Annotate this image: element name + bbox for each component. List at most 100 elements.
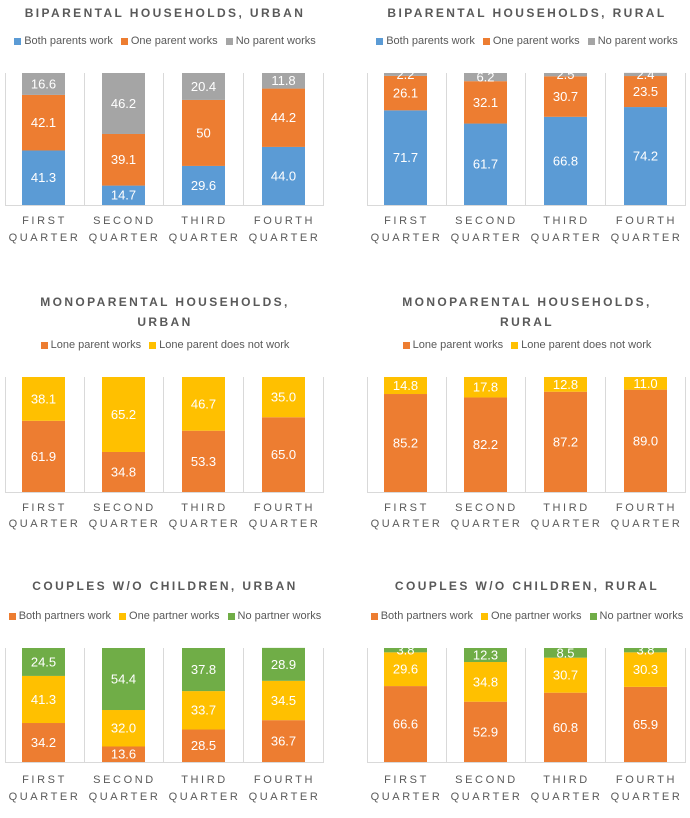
legend-entry: Lone parent works <box>402 339 503 351</box>
plot-area: 34.2 41.3 24.5 FIRST QUARTER 13.6 32.0 54.4 SECO… <box>5 647 324 803</box>
legend-entry: Lone parent works <box>40 339 142 351</box>
category-label: QUARTER <box>249 791 321 803</box>
legend: Lone parent works Lone parent does not wo… <box>352 339 690 351</box>
legend-swatch <box>370 612 378 620</box>
category-label: SECOND <box>93 502 156 514</box>
chart-title: BIPARENTAL HOUSEHOLDS, RURAL <box>362 3 690 23</box>
legend-label: No partner works <box>599 610 684 622</box>
category-label: QUARTER <box>531 232 603 244</box>
bar-segment <box>102 648 145 711</box>
category-label: SECOND <box>455 215 518 227</box>
legend-entry: No partner works <box>227 610 321 622</box>
category-label: FOURTH <box>616 774 677 786</box>
bar-segment <box>182 430 225 492</box>
data-label: 42.1 <box>31 115 56 130</box>
bar-segment <box>22 723 65 762</box>
data-label: 38.1 <box>31 391 56 406</box>
data-label: 46.2 <box>111 96 136 111</box>
category-label: QUARTER <box>169 518 241 530</box>
plot-area: 85.2 14.8 FIRST QUARTER 82.2 17.8 SECOND QUARTE… <box>367 376 686 530</box>
legend-label: Lone parent does not work <box>521 339 652 351</box>
data-label: 44.0 <box>271 168 296 183</box>
bar-segment <box>544 692 587 762</box>
bar-segment <box>384 110 427 205</box>
category-label: FIRST <box>22 215 67 227</box>
data-label: 82.2 <box>473 437 498 452</box>
category-label: SECOND <box>93 215 156 227</box>
legend: Lone parent works Lone parent does not wo… <box>0 339 340 351</box>
data-label: 13.6 <box>111 747 136 762</box>
category-label: FOURTH <box>254 502 315 514</box>
category-label: QUARTER <box>371 791 443 803</box>
legend: Both parents work One parent works No pare… <box>0 35 340 47</box>
bar-segment <box>464 73 507 82</box>
legend-swatch <box>14 37 22 45</box>
bar-segment <box>182 691 225 730</box>
bar-segment <box>544 76 587 117</box>
legend-label: No parent works <box>235 35 316 47</box>
data-label: 12.3 <box>473 647 498 662</box>
legend-label: Lone parent does not work <box>159 339 290 351</box>
bar-segment <box>22 94 65 151</box>
bar-segment <box>102 451 145 492</box>
chart-title: COUPLES W/O CHILDREN, RURAL <box>362 576 690 596</box>
legend-swatch <box>119 612 127 620</box>
data-label: 6.2 <box>476 70 494 85</box>
category-label: THIRD <box>543 215 590 227</box>
bar-segment <box>464 377 507 398</box>
legend-label: Both partners work <box>18 610 112 622</box>
data-label: 46.7 <box>191 396 216 411</box>
data-label: 65.9 <box>633 717 658 732</box>
legend-label: Both partners work <box>380 610 474 622</box>
category-label: QUARTER <box>371 518 443 530</box>
data-label: 54.4 <box>111 671 136 686</box>
legend-entry: One partner works <box>119 610 220 622</box>
data-label: 61.9 <box>31 449 56 464</box>
bar-segment <box>464 123 507 205</box>
data-label: 60.8 <box>553 720 578 735</box>
bar-segment <box>262 377 305 418</box>
data-label: 44.2 <box>271 110 296 125</box>
category-label: QUARTER <box>169 232 241 244</box>
category-label: QUARTER <box>611 518 683 530</box>
bar-segment <box>262 417 305 492</box>
legend-entry: Both parents work <box>14 35 113 47</box>
legend-entry: One partner works <box>481 610 582 622</box>
bar-segment <box>182 377 225 431</box>
data-label: 14.7 <box>111 188 136 203</box>
bar-segment <box>102 133 145 186</box>
legend-swatch <box>225 37 233 45</box>
legend: Both parents work One parent works No pare… <box>352 35 690 47</box>
bar-segment <box>624 76 667 108</box>
bar-segment <box>102 377 145 452</box>
legend-label: Lone parent works <box>50 339 142 351</box>
chart-title: MONOPARENTAL HOUSEHOLDS, URBAN <box>0 292 330 332</box>
plot-area: 71.7 26.1 2.2 FIRST QUARTER 61.7 32.1 6.2 SECOND… <box>367 67 686 244</box>
bar-segment <box>544 377 587 392</box>
bar-segment <box>262 647 305 681</box>
plot-area: 61.9 38.1 FIRST QUARTER 34.8 65.2 SECOND QUARTE… <box>5 377 324 530</box>
chart-title-line: BIPARENTAL HOUSEHOLDS, URBAN <box>24 6 306 20</box>
data-label: 2.5 <box>556 67 574 82</box>
legend-entry: No parent works <box>225 35 316 47</box>
category-label: THIRD <box>181 774 228 786</box>
data-label: 11.0 <box>633 376 657 391</box>
chart-title-line: RURAL <box>500 315 554 329</box>
category-label: FOURTH <box>254 774 315 786</box>
legend-swatch <box>120 37 128 45</box>
category-label: QUARTER <box>531 518 603 530</box>
legend-label: One parent works <box>130 35 218 47</box>
bar-segment <box>182 73 225 100</box>
category-label: SECOND <box>455 502 518 514</box>
data-label: 33.7 <box>191 703 216 718</box>
data-label: 85.2 <box>393 435 418 450</box>
bar-segment <box>262 720 305 762</box>
bar-segment <box>544 73 587 77</box>
category-label: FOURTH <box>616 502 677 514</box>
category-label: QUARTER <box>9 232 81 244</box>
chart-title-line: MONOPARENTAL HOUSEHOLDS, <box>402 295 652 309</box>
data-label: 35.0 <box>271 390 296 405</box>
bar-segment <box>262 146 305 205</box>
bar-segment <box>384 652 427 687</box>
legend-label: Both parents work <box>386 35 475 47</box>
